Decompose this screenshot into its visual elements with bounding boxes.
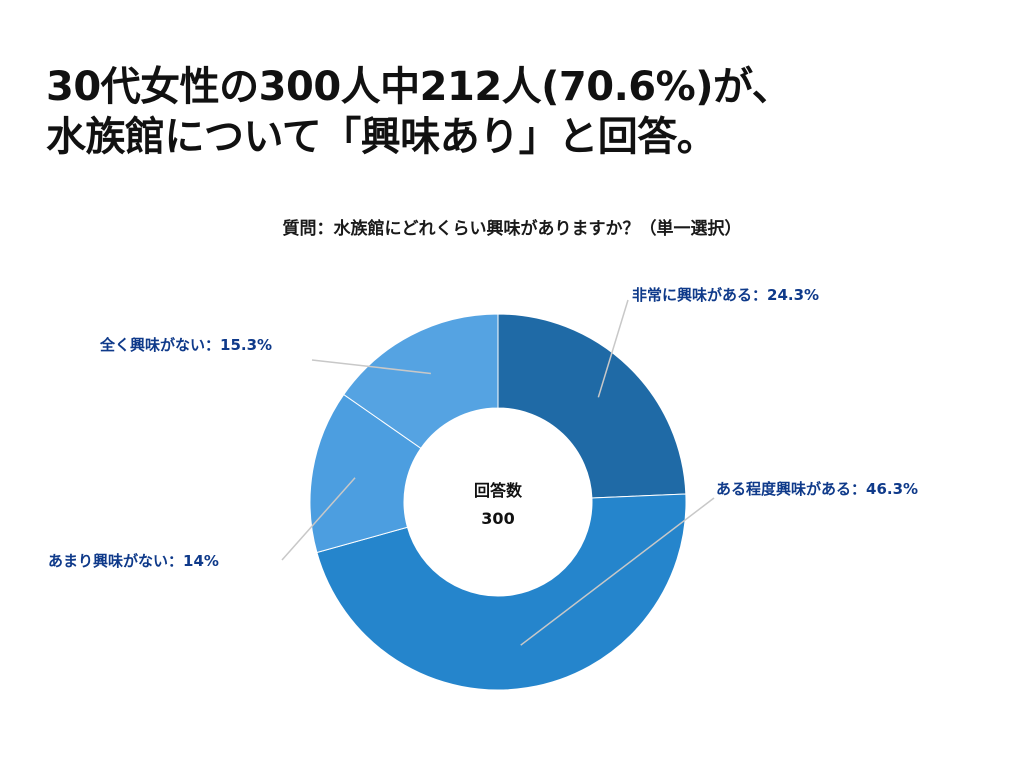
donut-slices [309,313,687,691]
slice-4 [343,313,499,449]
center-label: 回答数 [474,481,523,500]
slice-2 [316,493,687,691]
leader-line-3 [281,477,356,561]
headline: 30代女性の300人中212人(70.6%)が、 水族館について「興味あり」と回… [46,62,986,162]
leader-line-1 [597,299,629,398]
headline-line-2: 水族館について「興味あり」と回答。 [46,114,717,160]
slice-label-3: あまり興味がない：14% [48,552,219,570]
headline-line-1: 30代女性の300人中212人(70.6%)が、 [46,64,792,110]
slice-label-1: 非常に興味がある：24.3% [632,286,819,304]
leader-lines [281,299,715,646]
center-value: 300 [481,509,514,528]
slice-label-2: ある程度興味がある：46.3% [716,480,918,498]
leader-line-2 [520,497,715,646]
chart-title: 質問：水族館にどれくらい興味がありますか？（単一選択） [282,219,742,239]
slice-labels: 非常に興味がある：24.3% ある程度興味がある：46.3% あまり興味がない：14… [48,286,918,570]
leader-line-4 [311,359,431,375]
slice-1 [497,313,687,499]
slice-label-4: 全く興味がない：15.3% [99,336,272,354]
